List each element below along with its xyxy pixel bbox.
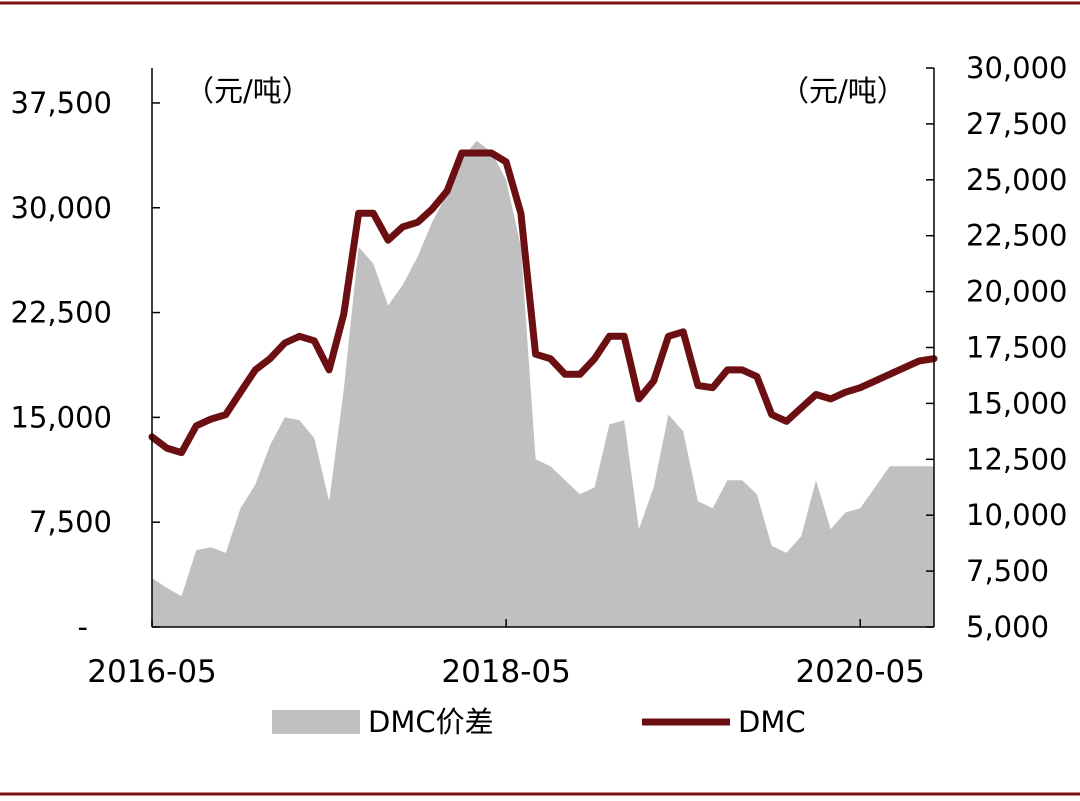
right-tick-label: 25,000: [966, 163, 1067, 197]
axis-layer: - 7,500 15,000 22,500 30,000 37,500 5,000 7,500…: [11, 51, 1068, 690]
right-tick-label: 17,500: [966, 331, 1067, 365]
left-tick-label: 30,000: [11, 191, 112, 225]
x-tick-label: 2020-05: [795, 654, 925, 690]
dmc-line-layer: [148, 149, 938, 457]
spread-area-layer: [152, 140, 934, 627]
legend-label-dmc: DMC: [738, 705, 806, 739]
left-tick-label: 7,500: [29, 505, 112, 539]
right-tick-label: 7,500: [966, 554, 1049, 588]
left-unit-label: （元/吨）: [185, 74, 311, 108]
x-tick-label: 2016-05: [87, 654, 217, 690]
legend: DMC价差 DMC: [272, 705, 806, 739]
legend-swatch-area: [272, 710, 360, 734]
left-tick-label: 15,000: [11, 400, 112, 434]
right-tick-label: 5,000: [966, 610, 1049, 644]
right-unit-label: （元/吨）: [780, 74, 906, 108]
spread-area: [152, 140, 934, 627]
right-tick-label: 20,000: [966, 275, 1067, 309]
right-tick-label: 15,000: [966, 386, 1067, 420]
left-tick-label: 22,500: [11, 296, 112, 330]
left-tick-label: 37,500: [11, 86, 112, 120]
right-tick-label: 12,500: [966, 442, 1067, 476]
legend-label-spread: DMC价差: [368, 705, 494, 739]
right-tick-label: 27,500: [966, 107, 1067, 141]
right-tick-label: 10,000: [966, 498, 1067, 532]
right-tick-label: 22,500: [966, 219, 1067, 253]
dmc-line: [148, 149, 938, 457]
left-tick-label: -: [78, 610, 88, 644]
right-tick-label: 30,000: [966, 51, 1067, 85]
x-tick-label: 2018-05: [441, 654, 571, 690]
